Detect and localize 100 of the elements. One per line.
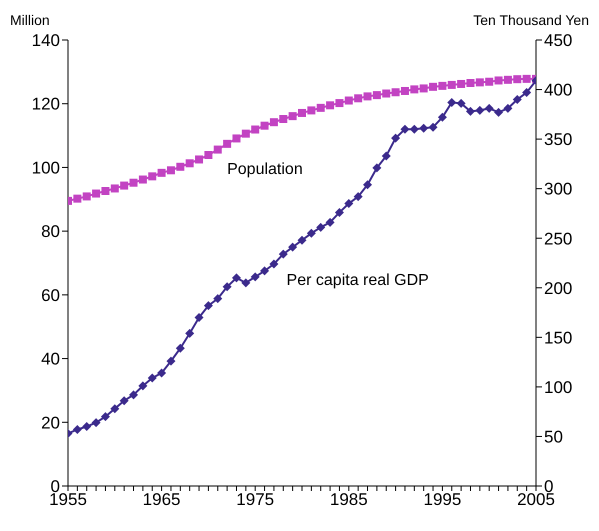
point — [100, 412, 110, 422]
point — [204, 301, 213, 310]
point — [354, 94, 362, 102]
point — [270, 118, 278, 126]
point — [129, 390, 138, 400]
point — [176, 162, 184, 171]
point — [513, 75, 522, 84]
point — [494, 108, 504, 117]
y2-tick-label: 150 — [544, 328, 572, 348]
y-tick-label: 140 — [32, 31, 60, 50]
point — [157, 368, 166, 378]
point — [344, 96, 353, 105]
y2-tick-label: 400 — [544, 80, 572, 100]
point — [250, 272, 260, 282]
point — [382, 151, 391, 160]
point — [410, 85, 418, 94]
y2-tick-label: 250 — [544, 229, 572, 248]
y-tick-label: 40 — [41, 350, 60, 369]
point — [195, 155, 204, 164]
point — [429, 82, 438, 91]
x-tick-label: 1975 — [236, 490, 274, 510]
point — [522, 74, 531, 83]
y-tick-label: 120 — [32, 94, 60, 114]
point — [306, 228, 316, 238]
point — [354, 192, 363, 202]
y-tick-label: 80 — [41, 222, 60, 242]
point — [456, 98, 466, 108]
point — [364, 92, 372, 100]
point — [476, 78, 484, 86]
point — [232, 134, 240, 142]
point — [288, 242, 298, 252]
y2-tick-label: 350 — [544, 130, 572, 150]
point — [503, 104, 512, 113]
point — [410, 124, 419, 134]
y2-tick-label: 300 — [544, 180, 572, 199]
series-label: Population — [227, 160, 303, 178]
point — [148, 172, 156, 180]
point — [148, 373, 157, 382]
point — [466, 106, 475, 116]
y2-tick-label: 50 — [544, 427, 563, 446]
point — [92, 190, 100, 198]
point — [288, 112, 297, 120]
point — [213, 294, 222, 304]
point — [120, 396, 129, 406]
point — [391, 134, 400, 143]
point — [326, 101, 334, 110]
point — [457, 80, 466, 88]
point — [242, 130, 250, 138]
point — [307, 106, 316, 114]
point — [419, 124, 428, 133]
series-label: Per capita real GDP — [286, 272, 429, 289]
point — [158, 168, 166, 177]
y-tick-label: 60 — [41, 286, 60, 305]
point — [484, 104, 494, 113]
point — [372, 91, 381, 100]
point — [260, 266, 270, 276]
point — [269, 259, 278, 268]
y2-tick-label: 450 — [544, 31, 572, 50]
point — [72, 425, 82, 434]
point — [138, 176, 147, 184]
point — [400, 124, 410, 134]
point — [120, 182, 128, 190]
point — [194, 313, 204, 322]
point — [138, 381, 148, 390]
point — [504, 76, 512, 84]
point — [110, 404, 120, 414]
point — [326, 218, 335, 227]
point — [466, 79, 474, 88]
point — [316, 222, 326, 232]
point — [447, 98, 456, 107]
point — [204, 151, 212, 160]
point — [522, 88, 532, 98]
y-axis-title: Million — [10, 12, 50, 28]
point — [382, 90, 390, 98]
y2-axis-title: Ten Thousand Yen — [473, 12, 589, 28]
point — [298, 108, 306, 117]
point — [110, 184, 119, 192]
point — [494, 76, 503, 84]
point — [298, 236, 306, 245]
point — [420, 84, 428, 92]
y2-tick-label: 200 — [544, 278, 572, 298]
point — [166, 166, 175, 174]
point — [214, 146, 222, 154]
point — [260, 122, 269, 130]
point — [223, 140, 232, 148]
point — [400, 86, 409, 95]
x-tick-label: 1985 — [330, 490, 368, 510]
point — [176, 344, 185, 353]
point — [334, 208, 344, 217]
point — [130, 178, 138, 187]
point — [82, 192, 91, 200]
point — [101, 187, 110, 196]
point — [335, 99, 344, 108]
point — [372, 163, 382, 172]
y-tick-label: 20 — [41, 413, 60, 432]
point — [316, 104, 325, 112]
point — [92, 418, 101, 428]
y-tick-label: 100 — [32, 158, 60, 178]
point — [222, 282, 232, 292]
point — [251, 126, 260, 134]
